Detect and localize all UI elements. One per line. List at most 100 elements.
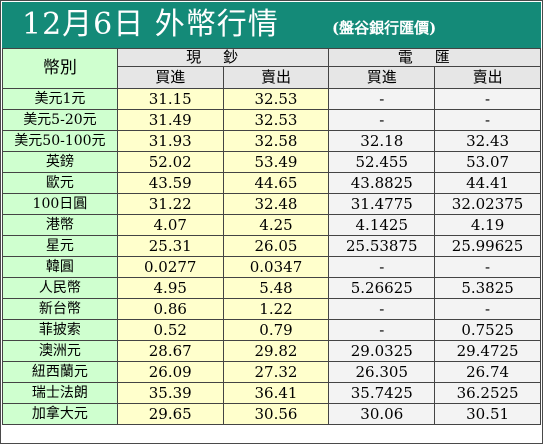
remit-buy-cell: - (328, 88, 436, 110)
remit-sell-cell: - (434, 88, 541, 110)
currency-name-cell: 紐西蘭元 (2, 361, 118, 383)
table-row: 英鎊 52.02 53.49 52.455 53.07 (2, 151, 541, 173)
cash-buy-cell: 35.39 (116, 382, 224, 404)
page-subtitle: (盤谷銀行匯價) (332, 19, 437, 37)
cash-sell-cell: 44.65 (222, 172, 330, 194)
table-row: 100日圓 31.22 32.48 31.4775 32.02375 (2, 193, 541, 215)
remit-sell-cell: 32.43 (434, 130, 541, 152)
remit-buy-cell: - (328, 319, 436, 341)
rate-rows: 美元1元 31.15 32.53- - 美元5-20元 31.49 32.53- - 美元50-… (2, 88, 541, 425)
cash-buy-cell: 52.02 (116, 151, 224, 173)
remit-buy-cell: 31.4775 (328, 193, 436, 215)
cash-buy-cell: 29.65 (116, 403, 224, 425)
cash-buy-cell: 31.49 (116, 109, 224, 131)
cash-sell-cell: 30.56 (222, 403, 330, 425)
remit-buy-cell: 43.8825 (328, 172, 436, 194)
table-row: 美元5-20元 31.49 32.53- - (2, 109, 541, 131)
currency-name-cell: 歐元 (2, 172, 118, 194)
remit-sell-cell: 44.41 (434, 172, 541, 194)
remit-sell-cell: 5.3825 (434, 277, 541, 299)
remit-sell-cell: - (434, 256, 541, 278)
currency-name-cell: 加拿大元 (2, 403, 118, 425)
page-title: 12月6日 外幣行情 (22, 7, 279, 42)
table-row: 加拿大元 29.65 30.56 30.06 30.51 (2, 403, 541, 425)
exchange-rate-table: 幣別 現鈔 電匯 買進 賣出 買進 賣出 美元1元 31.15 32.53- - 美元5… (2, 48, 541, 425)
title-bar: 12月6日 外幣行情 (盤谷銀行匯價) (2, 2, 541, 48)
remit-sell-cell: - (434, 109, 541, 131)
currency-name-cell: 美元50-100元 (2, 130, 118, 152)
table-row: 澳洲元 28.67 29.82 29.0325 29.4725 (2, 340, 541, 362)
remit-sell-cell: 25.99625 (434, 235, 541, 257)
cash-buy-cell: 31.22 (116, 193, 224, 215)
remit-buy-cell: - (328, 298, 436, 320)
remit-buy-cell: 29.0325 (328, 340, 436, 362)
cash-buy-cell: 0.0277 (116, 256, 224, 278)
cash-sell-cell: 1.22 (222, 298, 330, 320)
cash-sell-cell: 27.32 (222, 361, 330, 383)
currency-name-cell: 新台幣 (2, 298, 118, 320)
remit-buy-cell: 5.26625 (328, 277, 436, 299)
table-row: 人民幣 4.95 5.48 5.26625 5.3825 (2, 277, 541, 299)
table-row: 紐西蘭元 26.09 27.32 26.305 26.74 (2, 361, 541, 383)
table-row: 美元1元 31.15 32.53- - (2, 88, 541, 110)
currency-name-cell: 英鎊 (2, 151, 118, 173)
cash-sell-cell: 29.82 (222, 340, 330, 362)
table-row: 韓圓 0.0277 0.0347- - (2, 256, 541, 278)
remit-sell-cell: 26.74 (434, 361, 541, 383)
cash-sell-cell: 26.05 (222, 235, 330, 257)
currency-name-cell: 澳洲元 (2, 340, 118, 362)
cash-sell-cell: 32.58 (222, 130, 330, 152)
remit-buy-cell: 4.1425 (328, 214, 436, 236)
remit-sell-cell: 0.7525 (434, 319, 541, 341)
cash-sell-cell: 0.79 (222, 319, 330, 341)
table-row: 菲披索 0.52 0.79-0.7525 (2, 319, 541, 341)
table-row: 新台幣 0.86 1.22- - (2, 298, 541, 320)
currency-name-cell: 人民幣 (2, 277, 118, 299)
currency-name-cell: 港幣 (2, 214, 118, 236)
remit-sell-cell: - (434, 298, 541, 320)
cash-buy-cell: 26.09 (116, 361, 224, 383)
remit-buy-cell: 35.7425 (328, 382, 436, 404)
cash-buy-cell: 4.95 (116, 277, 224, 299)
table-row: 歐元 43.59 44.65 43.8825 44.41 (2, 172, 541, 194)
currency-name-cell: 美元1元 (2, 88, 118, 110)
cash-sell-cell: 36.41 (222, 382, 330, 404)
remit-buy-cell: - (328, 109, 436, 131)
currency-column-header: 幣別 (2, 48, 118, 89)
remit-sell-cell: 30.51 (434, 403, 541, 425)
cash-buy-header: 買進 (116, 66, 224, 89)
cash-sell-cell: 32.53 (222, 88, 330, 110)
currency-name-cell: 星元 (2, 235, 118, 257)
table-row: 港幣 4.07 4.25 4.1425 4.19 (2, 214, 541, 236)
cash-buy-cell: 43.59 (116, 172, 224, 194)
table-row: 瑞士法朗 35.39 36.41 35.7425 36.2525 (2, 382, 541, 404)
table-row: 美元50-100元 31.93 32.58 32.18 32.43 (2, 130, 541, 152)
cash-sell-cell: 5.48 (222, 277, 330, 299)
remit-buy-cell: 32.18 (328, 130, 436, 152)
remit-group-header: 電匯 (328, 48, 541, 67)
cash-buy-cell: 28.67 (116, 340, 224, 362)
remit-buy-cell: 26.305 (328, 361, 436, 383)
cash-sell-cell: 32.48 (222, 193, 330, 215)
cash-sell-header: 賣出 (222, 66, 330, 89)
currency-name-cell: 菲披索 (2, 319, 118, 341)
currency-name-cell: 美元5-20元 (2, 109, 118, 131)
remit-buy-cell: 52.455 (328, 151, 436, 173)
cash-sell-cell: 32.53 (222, 109, 330, 131)
cash-buy-cell: 0.52 (116, 319, 224, 341)
currency-name-cell: 100日圓 (2, 193, 118, 215)
currency-name-cell: 瑞士法朗 (2, 382, 118, 404)
remit-buy-header: 買進 (328, 66, 436, 89)
remit-buy-cell: 25.53875 (328, 235, 436, 257)
remit-sell-cell: 29.4725 (434, 340, 541, 362)
cash-sell-cell: 53.49 (222, 151, 330, 173)
remit-sell-cell: 53.07 (434, 151, 541, 173)
remit-sell-header: 賣出 (434, 66, 541, 89)
remit-sell-cell: 4.19 (434, 214, 541, 236)
cash-buy-cell: 31.93 (116, 130, 224, 152)
remit-buy-cell: 30.06 (328, 403, 436, 425)
table-row: 星元 25.31 26.05 25.53875 25.99625 (2, 235, 541, 257)
remit-buy-cell: - (328, 256, 436, 278)
cash-sell-cell: 4.25 (222, 214, 330, 236)
